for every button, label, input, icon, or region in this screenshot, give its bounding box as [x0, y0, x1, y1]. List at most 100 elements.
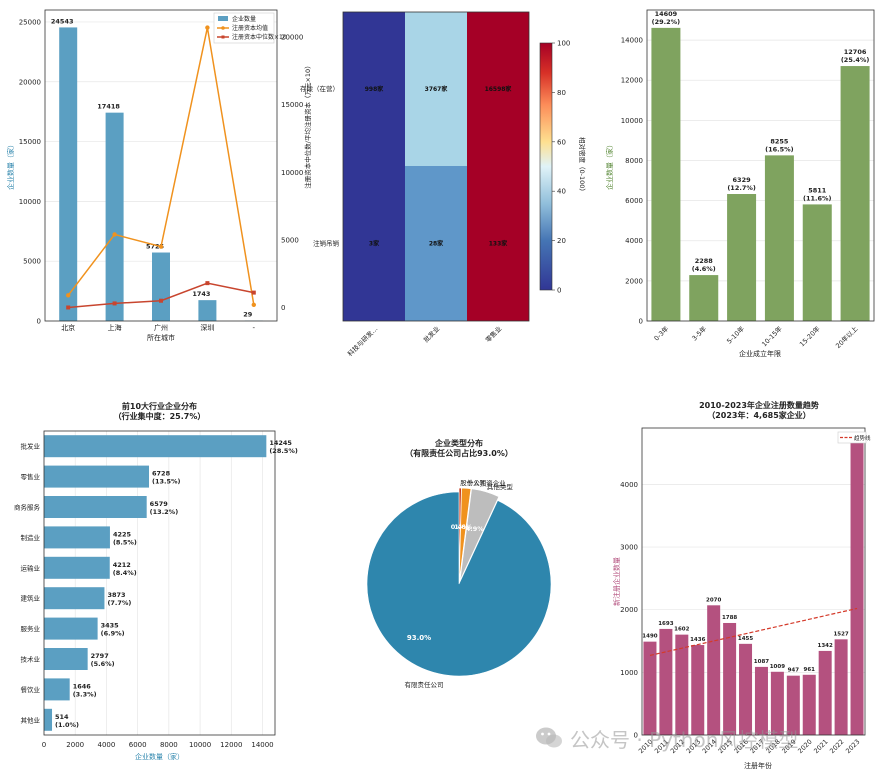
line-point [251, 290, 256, 295]
cell-label: 133家 [489, 240, 508, 248]
heatmap-cell [467, 12, 529, 166]
line-point [205, 25, 210, 30]
cell-label: 3767家 [425, 85, 448, 93]
x-axis-label: 企业成立年限 [739, 349, 781, 358]
pie-slice-label: 其他类型 [487, 482, 513, 491]
legend-marker [221, 26, 225, 30]
bar-value-label-line: 14245 [269, 439, 292, 447]
bar-value-label: 29 [243, 311, 253, 319]
y2-axis-label: 注册资本中位数/平均注册资本（万元×10） [303, 62, 312, 188]
bar-制造业 [44, 526, 110, 549]
y-tick-label: 餐饮业 [21, 685, 41, 694]
bar-value-label-line: (12.7%) [727, 184, 756, 192]
line-point [112, 232, 117, 237]
bar-value-label-line: (1.0%) [55, 721, 79, 729]
row-label: 存续（在营） [300, 84, 339, 93]
bar-value-label-line: (6.9%) [101, 630, 125, 638]
bar-value-label-line: 514 [55, 713, 69, 721]
cell-label: 28家 [429, 240, 443, 248]
x-tick-label: 6000 [129, 741, 147, 749]
y-tick-label: 制造业 [21, 533, 41, 542]
bar-value-label-line: 5811 [808, 186, 827, 194]
bar-5-10年 [727, 194, 757, 321]
bar-value-label-line: (4.6%) [692, 265, 716, 273]
bar-value-label: 961 [804, 667, 816, 673]
bar-北京 [59, 27, 78, 322]
bar-value-label: 4212(8.4%) [113, 561, 137, 577]
bar-value-label-line: (16.5%) [765, 145, 794, 153]
bar-value-label: 1490 [642, 634, 657, 640]
bar-2014 [707, 605, 721, 735]
bar-value-label-line: 1646 [73, 682, 92, 690]
trend-line [649, 607, 858, 657]
bar-value-label: 2797(5.6%) [91, 652, 115, 668]
y-tick-label: 0 [639, 318, 643, 326]
y-tick-label: 5000 [23, 258, 41, 266]
y-tick-label: 8000 [625, 157, 643, 165]
pie-pct-label: 4.9% [466, 525, 485, 533]
bar-2016 [739, 643, 753, 735]
bar-value-label: 5811(11.6%) [803, 186, 832, 202]
colorbar-tick-label: 0 [557, 287, 561, 295]
bar-餐饮业 [44, 678, 70, 701]
pie-slice-其他类型 [459, 488, 500, 581]
plot-frame [646, 9, 875, 322]
y-axis-label: 企业数量（家） [6, 141, 15, 190]
y2-tick-label: 20000 [281, 34, 303, 42]
x-tick-label: 2000 [66, 741, 84, 749]
pie-pct-label: 93.0% [407, 634, 431, 642]
y-tick-label: 6000 [625, 197, 643, 205]
pie-slice-有限责任公司 [366, 491, 552, 677]
heatmap-cell [467, 166, 529, 321]
y-axis-label: 企业数量（家） [605, 141, 614, 190]
legend-swatch [218, 16, 228, 21]
line-point [159, 298, 163, 303]
x-axis-label: 企业数量（家） [135, 752, 184, 761]
y-tick-label: 0 [634, 732, 638, 740]
bar-value-label: 4225(8.5%) [113, 530, 137, 546]
bar-其他业 [44, 708, 53, 731]
bar-value-label-line: 12706 [844, 48, 867, 56]
y-tick-label: 2000 [625, 277, 643, 285]
bar-2010 [643, 641, 657, 735]
bar-广州 [152, 252, 170, 321]
bar-批发业 [44, 435, 267, 458]
bar-value-label: 14609(29.2%) [652, 10, 681, 26]
x-axis-label: 注册年份 [744, 761, 772, 770]
colorbar-tick-label: 80 [557, 89, 566, 97]
y2-tick-label: 15000 [281, 101, 303, 109]
line-point [158, 244, 164, 249]
bar-技术业 [44, 648, 88, 670]
x-axis-label: 所在城市 [147, 333, 175, 342]
y-tick-label: 零售业 [21, 472, 41, 481]
x-tick-label: - [253, 324, 256, 332]
pie-slice-label: 有限责任公司 [405, 680, 444, 689]
x-tick-label: 广州 [154, 323, 168, 332]
bar-value-label-line: 8255 [770, 137, 789, 145]
line-point [112, 301, 117, 306]
colorbar-tick-label: 40 [557, 188, 566, 196]
y-tick-label: 服务业 [21, 624, 41, 633]
bar-20年以上 [840, 66, 870, 321]
colorbar-label: 相对密度（0-100） [578, 137, 587, 195]
cell-label: 3家 [369, 240, 379, 248]
bar-value-label-line: 14609 [655, 10, 678, 18]
bar-value-label-line: (5.6%) [91, 660, 115, 668]
y-tick-label: 15000 [19, 138, 41, 146]
chart-title: 前10大行业企业分布（行业集中度：25.7%） [114, 401, 206, 421]
heatmap-cell [343, 166, 405, 321]
chart-title-line: 2010-2023年企业注册数量趋势 [699, 400, 819, 410]
plot-frame [44, 9, 278, 322]
bar-value-label-line: 6579 [150, 500, 169, 508]
bar-value-label: 1646(3.3%) [73, 682, 97, 698]
bar-value-label: 17418 [97, 103, 120, 111]
pie-slice-label: 个人独资企业 [467, 478, 507, 487]
bar-2020 [802, 674, 816, 735]
bar-深圳 [198, 300, 217, 321]
bar-value-label-line: (13.2%) [150, 508, 179, 516]
bar-15-20年 [802, 204, 832, 321]
heatmap-cell [343, 12, 405, 166]
bar-value-label-line: (28.5%) [269, 447, 298, 455]
bar-value-label: 3435(6.9%) [101, 622, 125, 638]
